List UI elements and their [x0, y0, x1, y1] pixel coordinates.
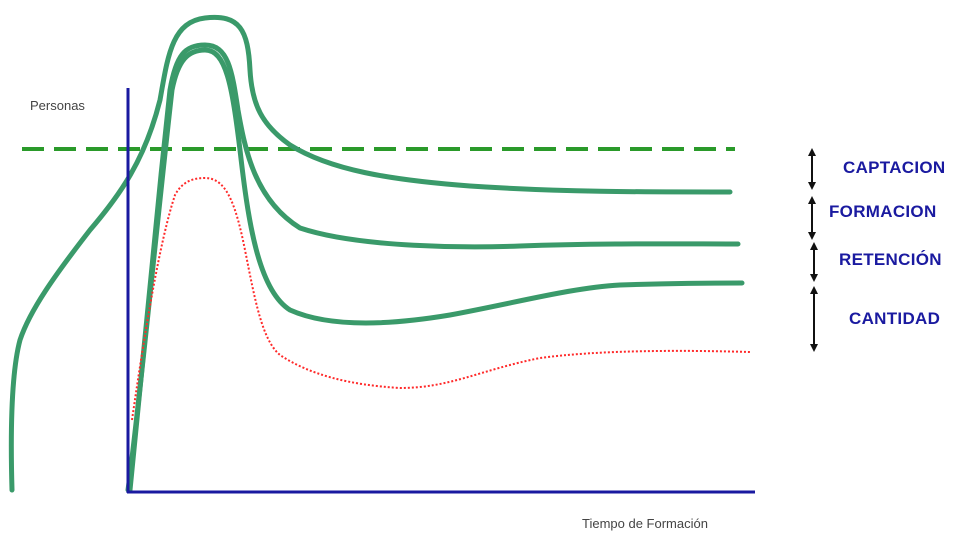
captacion-curve: [8, 14, 733, 493]
formacion-bracket: [808, 196, 816, 240]
stage-label-captacion: CAPTACION: [843, 158, 946, 177]
cantidad-bracket: [810, 286, 818, 352]
captacion-bracket: [808, 148, 816, 190]
formacion-curve: [127, 42, 741, 493]
y-axis-label: Personas: [30, 98, 85, 113]
retencion-bracket: [810, 242, 818, 282]
retencion-curve: [125, 47, 745, 493]
stage-label-formacion: FORMACION: [829, 202, 937, 221]
stage-label-cantidad: CANTIDAD: [849, 309, 940, 328]
stage-label-retencion: RETENCIÓN: [839, 250, 942, 269]
x-axis-label: Tiempo de Formación: [582, 516, 708, 531]
cantidad-curve: [131, 176, 751, 421]
